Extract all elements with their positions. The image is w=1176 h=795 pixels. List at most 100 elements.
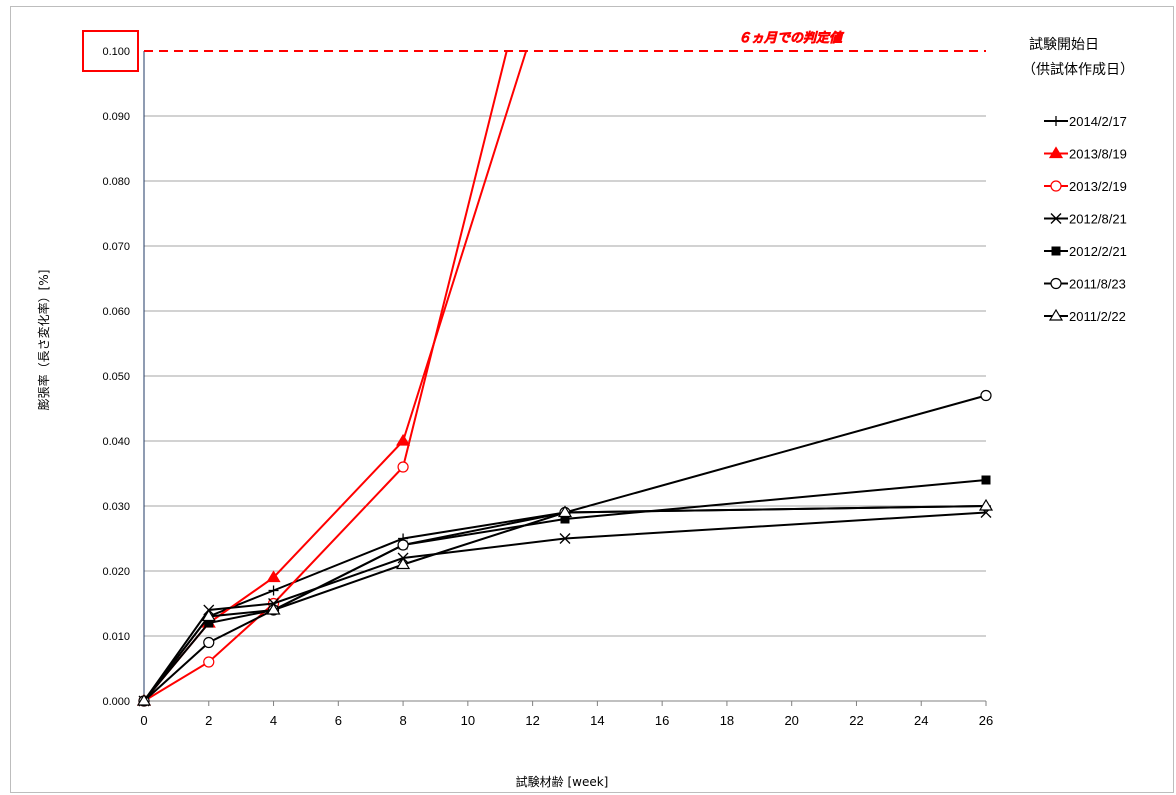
x-tick-label: 26 bbox=[979, 713, 993, 728]
data-point bbox=[396, 557, 411, 570]
x-tick-label: 2 bbox=[205, 713, 212, 728]
marker-circle bbox=[397, 461, 409, 473]
marker-circle bbox=[1050, 180, 1062, 192]
series bbox=[138, 389, 992, 707]
y-tick-label: 0.070 bbox=[102, 241, 130, 253]
axes bbox=[143, 51, 987, 706]
x-tick-label: 18 bbox=[720, 713, 734, 728]
legend-item: 2013/8/19 bbox=[1044, 146, 1127, 162]
legend-item: 2012/8/21 bbox=[1044, 212, 1127, 227]
data-point bbox=[203, 636, 215, 649]
y-tick-label: 0.000 bbox=[102, 696, 130, 708]
data-point bbox=[1048, 146, 1064, 159]
marker-triangle bbox=[266, 570, 281, 583]
legend-label: 2013/8/19 bbox=[1069, 147, 1127, 162]
data-point bbox=[978, 498, 994, 511]
legend-item: 2011/2/22 bbox=[1044, 308, 1126, 324]
gridlines bbox=[144, 115, 986, 637]
legend-item: 2013/2/19 bbox=[1044, 179, 1127, 194]
data-point bbox=[1051, 246, 1061, 256]
series bbox=[136, 498, 994, 706]
marker-triangle bbox=[136, 693, 152, 706]
marker-circle bbox=[203, 636, 215, 649]
marker-circle bbox=[203, 656, 215, 668]
series-line bbox=[143, 505, 987, 702]
marker-square bbox=[1051, 246, 1061, 256]
x-tick-label: 16 bbox=[655, 713, 669, 728]
y-tick-label: 0.090 bbox=[102, 111, 130, 123]
x-tick-label: 12 bbox=[525, 713, 539, 728]
x-tick-label: 4 bbox=[270, 713, 277, 728]
legend-item: 2014/2/17 bbox=[1044, 114, 1127, 129]
series-line bbox=[143, 511, 987, 702]
legend-label: 2014/2/17 bbox=[1069, 114, 1127, 129]
data-point bbox=[266, 570, 281, 583]
x-tick-label: 14 bbox=[590, 713, 604, 728]
series-group bbox=[136, 50, 994, 707]
marker-triangle bbox=[396, 433, 411, 446]
x-tick-labels: 0 2 4 6 8 10 12 14 16 18 20 22 24 26 bbox=[140, 713, 993, 728]
legend-label: 2011/8/23 bbox=[1069, 277, 1126, 292]
legend-label: 2013/2/19 bbox=[1069, 179, 1127, 194]
legend-label: 2012/2/21 bbox=[1069, 244, 1127, 259]
data-point bbox=[266, 602, 281, 615]
x-tick-label: 20 bbox=[784, 713, 798, 728]
y-tick-labels: 0.000 0.010 0.020 0.030 0.040 0.050 0.060 0.070… bbox=[102, 46, 130, 708]
y-tick-label: 0.100 bbox=[102, 46, 130, 58]
legend-subtitle: （供試体作成日） bbox=[1022, 62, 1134, 78]
legend-title: 試験開始日 bbox=[1029, 37, 1099, 53]
threshold-line-group bbox=[82, 30, 986, 72]
data-point bbox=[1050, 277, 1062, 290]
marker-triangle bbox=[557, 505, 573, 518]
x-tick-label: 10 bbox=[461, 713, 475, 728]
x-tick-label: 6 bbox=[335, 713, 342, 728]
legend-item: 2011/8/23 bbox=[1044, 277, 1126, 292]
highlight-box bbox=[82, 30, 139, 72]
data-point bbox=[268, 585, 279, 596]
legend-label: 2012/8/21 bbox=[1069, 212, 1127, 227]
marker-triangle bbox=[978, 498, 994, 511]
x-tick-label: 22 bbox=[849, 713, 863, 728]
legend-label: 2011/2/22 bbox=[1069, 309, 1126, 324]
x-tick-label: 0 bbox=[140, 713, 147, 728]
marker-circle bbox=[1050, 277, 1062, 290]
series bbox=[136, 50, 528, 706]
marker-triangle bbox=[266, 602, 281, 615]
data-point bbox=[1050, 180, 1062, 192]
data-point bbox=[396, 433, 411, 446]
x-tick-label: 8 bbox=[399, 713, 406, 728]
y-axis-label: 膨張率（長さ変化率）[%] bbox=[36, 270, 51, 411]
marker-circle bbox=[980, 389, 992, 402]
data-point bbox=[557, 505, 573, 518]
marker-triangle bbox=[1048, 146, 1064, 159]
y-tick-label: 0.060 bbox=[102, 306, 130, 318]
data-point bbox=[980, 389, 992, 402]
data-point bbox=[136, 693, 152, 706]
data-point bbox=[1048, 308, 1064, 321]
data-point bbox=[1050, 213, 1062, 224]
marker-d2 bbox=[559, 533, 571, 544]
series bbox=[138, 50, 508, 707]
threshold-label: ６ヵ月での判定値 bbox=[738, 30, 845, 46]
y-tick-label: 0.050 bbox=[102, 371, 130, 383]
x-axis-label: 試験材齢 [week] bbox=[516, 774, 609, 789]
data-point bbox=[397, 461, 409, 473]
y-tick-label: 0.010 bbox=[102, 631, 130, 643]
x-tick-label: 24 bbox=[914, 713, 928, 728]
marker-square bbox=[981, 475, 991, 485]
marker-circle bbox=[397, 539, 409, 551]
y-tick-label: 0.080 bbox=[102, 176, 130, 188]
data-point bbox=[201, 609, 216, 622]
legend: 試験開始日 （供試体作成日） 2014/2/17 2013/8/19 2013/2/19… bbox=[1022, 37, 1134, 324]
data-point bbox=[559, 533, 571, 544]
marker-triangle bbox=[396, 557, 411, 570]
y-tick-label: 0.030 bbox=[102, 501, 130, 513]
y-tick-label: 0.040 bbox=[102, 436, 130, 448]
marker-triangle bbox=[1048, 308, 1064, 321]
marker-triangle bbox=[201, 609, 216, 622]
marker-d2 bbox=[1050, 213, 1062, 224]
data-point bbox=[981, 475, 991, 485]
legend-item: 2012/2/21 bbox=[1044, 244, 1127, 259]
data-point bbox=[203, 656, 215, 668]
